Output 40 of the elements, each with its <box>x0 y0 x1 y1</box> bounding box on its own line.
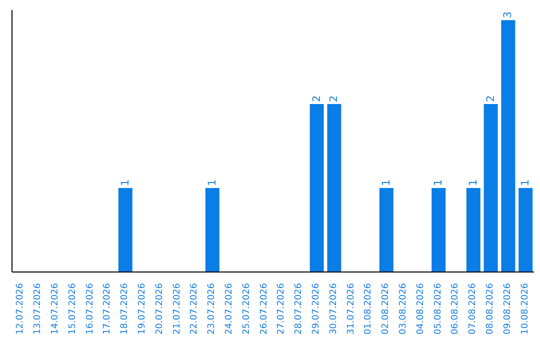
x-tick-label: 26.07.2026 <box>259 282 270 335</box>
x-tick-label: 29.07.2026 <box>312 282 322 335</box>
x-tick-label: 20.07.2026 <box>154 282 165 335</box>
x-tick-label: 01.08.2026 <box>364 282 374 335</box>
data-label: 1 <box>467 179 480 186</box>
x-tick-label: 07.08.2026 <box>468 282 478 335</box>
x-tick-label: 13.07.2026 <box>33 282 44 335</box>
x-tick-label: 12.07.2026 <box>16 282 26 335</box>
x-tick-label: 17.07.2026 <box>102 282 113 335</box>
x-tick-label: 04.08.2026 <box>416 282 426 335</box>
x-tick-label: 09.08.2026 <box>502 282 513 335</box>
x-tick-label: 10.08.2026 <box>520 282 530 335</box>
x-tick-label: 02.08.2026 <box>381 282 392 335</box>
x-tick-label: 19.07.2026 <box>138 282 148 335</box>
x-tick-label: 05.08.2026 <box>433 282 444 335</box>
x-tick-label: 21.07.2026 <box>172 282 182 335</box>
x-tick-label: 06.08.2026 <box>450 282 461 335</box>
x-tick-label: 03.08.2026 <box>398 282 408 335</box>
x-tick-label: 23.07.2026 <box>207 282 218 335</box>
x-tick-label: 15.07.2026 <box>68 282 78 335</box>
data-label: 1 <box>432 179 445 186</box>
data-label: 1 <box>520 179 532 186</box>
data-label: 1 <box>380 179 392 186</box>
x-tick-label: 14.07.2026 <box>50 282 60 335</box>
data-label: 2 <box>310 95 323 102</box>
x-tick-label: 08.08.2026 <box>486 282 496 335</box>
data-label: 3 <box>502 11 514 18</box>
x-tick-label: 27.07.2026 <box>276 282 287 335</box>
data-label: 1 <box>119 179 132 186</box>
x-tick-label: 24.07.2026 <box>224 282 234 335</box>
x-tick-label: 31.07.2026 <box>346 282 356 335</box>
x-tick-label: 25.07.2026 <box>242 282 252 335</box>
x-tick-label: 16.07.2026 <box>85 282 96 335</box>
data-label: 2 <box>328 95 340 102</box>
x-tick-label: 22.07.2026 <box>190 282 200 335</box>
x-tick-label: 28.07.2026 <box>294 282 304 335</box>
data-label: 2 <box>484 95 497 102</box>
data-label: 1 <box>206 179 218 186</box>
x-tick-label: 18.07.2026 <box>120 282 130 335</box>
x-tick-label: 30.07.2026 <box>328 282 339 335</box>
